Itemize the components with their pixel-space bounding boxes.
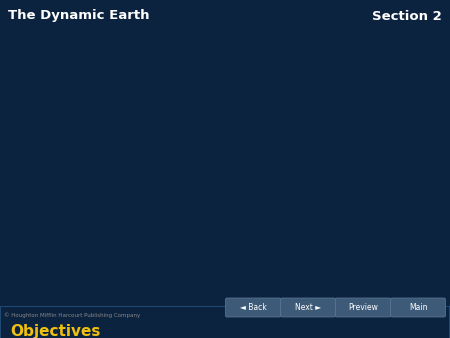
Text: The Dynamic Earth: The Dynamic Earth xyxy=(8,9,149,23)
FancyBboxPatch shape xyxy=(391,298,446,317)
Text: Section 2: Section 2 xyxy=(372,9,442,23)
FancyBboxPatch shape xyxy=(280,298,336,317)
FancyBboxPatch shape xyxy=(336,298,391,317)
Text: ◄ Back: ◄ Back xyxy=(239,303,266,312)
FancyBboxPatch shape xyxy=(225,298,280,317)
Text: © Houghton Mifflin Harcourt Publishing Company: © Houghton Mifflin Harcourt Publishing C… xyxy=(4,312,140,318)
Text: Next ►: Next ► xyxy=(295,303,321,312)
Text: Main: Main xyxy=(409,303,427,312)
Text: Preview: Preview xyxy=(348,303,378,312)
Text: Objectives: Objectives xyxy=(10,324,100,338)
